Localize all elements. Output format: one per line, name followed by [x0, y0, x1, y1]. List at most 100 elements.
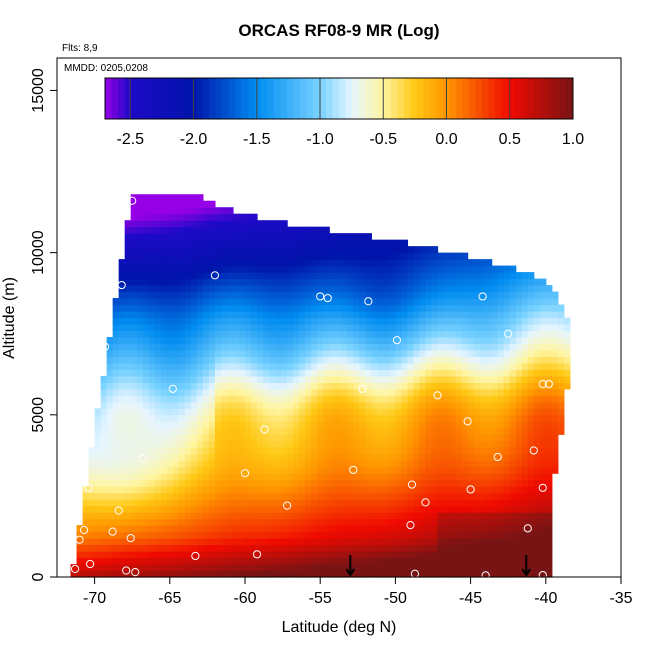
heatmap-cell	[112, 570, 120, 578]
heatmap-cell	[491, 460, 499, 468]
sample-point	[478, 292, 487, 301]
heatmap-cell	[503, 408, 511, 416]
heatmap-cell	[419, 252, 427, 260]
heatmap-cell	[166, 375, 174, 383]
heatmap-cell	[305, 557, 312, 565]
heatmap-cell	[160, 518, 168, 526]
heatmap-cell	[437, 304, 445, 312]
heatmap-cell	[377, 259, 384, 267]
heatmap-cell	[226, 525, 234, 533]
heatmap-cell	[220, 239, 228, 247]
heatmap-cell	[467, 434, 475, 442]
heatmap-cell	[353, 401, 360, 409]
heatmap-cell	[401, 479, 409, 487]
heatmap-cell	[214, 343, 222, 351]
heatmap-cell	[118, 349, 126, 358]
heatmap-cell	[202, 564, 210, 572]
heatmap-cell	[160, 421, 168, 429]
heatmap-cell	[142, 466, 150, 474]
heatmap-cell	[449, 531, 457, 539]
heatmap-cell	[251, 259, 258, 267]
heatmap-cell	[431, 447, 439, 455]
heatmap-cell	[437, 259, 445, 267]
heatmap-cell	[232, 499, 240, 507]
heatmap-cell	[377, 362, 384, 370]
heatmap-cell	[485, 395, 493, 403]
heatmap-cell	[184, 479, 192, 487]
heatmap-cell	[106, 421, 114, 429]
heatmap-cell	[287, 408, 294, 416]
heatmap-cell	[461, 317, 469, 325]
heatmap-cell	[269, 226, 276, 234]
heatmap-cell	[461, 330, 469, 338]
heatmap-cell	[172, 375, 180, 383]
heatmap-cell	[238, 330, 246, 338]
heatmap-cell	[371, 460, 378, 468]
heatmap-cell	[467, 414, 475, 422]
heatmap-cell	[196, 220, 204, 228]
heatmap-cell	[257, 427, 264, 435]
heatmap-cell	[341, 323, 348, 332]
heatmap-cell	[311, 233, 318, 241]
heatmap-cell	[226, 401, 234, 409]
heatmap-cell	[329, 531, 336, 539]
heatmap-cell	[178, 447, 186, 455]
heatmap-cell	[545, 512, 553, 520]
heatmap-cell	[473, 557, 481, 565]
heatmap-cell	[437, 311, 445, 319]
heatmap-cell	[461, 285, 469, 293]
heatmap-cell	[437, 252, 445, 260]
heatmap-cell	[257, 330, 264, 338]
heatmap-cell	[563, 369, 571, 377]
heatmap-cell	[281, 336, 288, 345]
heatmap-cell	[425, 512, 433, 520]
heatmap-cell	[407, 538, 415, 546]
heatmap-cell	[557, 343, 565, 351]
heatmap-cell	[335, 362, 342, 370]
heatmap-cell	[395, 278, 403, 286]
heatmap-cell	[305, 246, 312, 254]
heatmap-cell	[130, 492, 138, 500]
heatmap-cell	[118, 311, 126, 319]
heatmap-cell	[371, 473, 378, 481]
heatmap-cell	[311, 265, 318, 273]
heatmap-cell	[100, 544, 108, 552]
heatmap-cell	[220, 233, 228, 241]
heatmap-cell	[443, 252, 451, 260]
heatmap-cell	[557, 369, 565, 377]
heatmap-cell	[208, 213, 216, 221]
heatmap-cell	[563, 343, 571, 351]
heatmap-cell	[184, 194, 192, 202]
heatmap-cell	[347, 401, 354, 409]
heatmap-cell	[178, 440, 186, 448]
heatmap-cell	[419, 427, 427, 435]
heatmap-cell	[503, 499, 511, 507]
heatmap-cell	[160, 304, 168, 312]
heatmap-cell	[100, 557, 108, 565]
heatmap-cell	[184, 557, 192, 565]
heatmap-cell	[521, 330, 529, 338]
heatmap-cell	[431, 492, 439, 500]
heatmap-cell	[317, 395, 324, 403]
heatmap-cell	[136, 265, 144, 273]
heatmap-cell	[148, 285, 156, 293]
heatmap-cell	[563, 336, 571, 345]
heatmap-cell	[377, 551, 384, 559]
heatmap-cell	[407, 486, 415, 494]
heatmap-cell	[461, 525, 469, 533]
heatmap-cell	[130, 570, 138, 578]
heatmap-cell	[527, 388, 535, 396]
heatmap-cell	[341, 427, 348, 435]
heatmap-cell	[401, 492, 409, 500]
heatmap-cell	[557, 317, 565, 325]
heatmap-cell	[293, 492, 300, 500]
heatmap-cell	[269, 336, 276, 345]
heatmap-cell	[401, 278, 409, 286]
heatmap-cell	[533, 564, 541, 572]
heatmap-cell	[160, 194, 168, 202]
heatmap-cell	[226, 440, 234, 448]
heatmap-cell	[359, 434, 366, 442]
heatmap-cell	[220, 401, 228, 409]
heatmap-cell	[323, 473, 330, 481]
heatmap-cell	[419, 259, 427, 267]
